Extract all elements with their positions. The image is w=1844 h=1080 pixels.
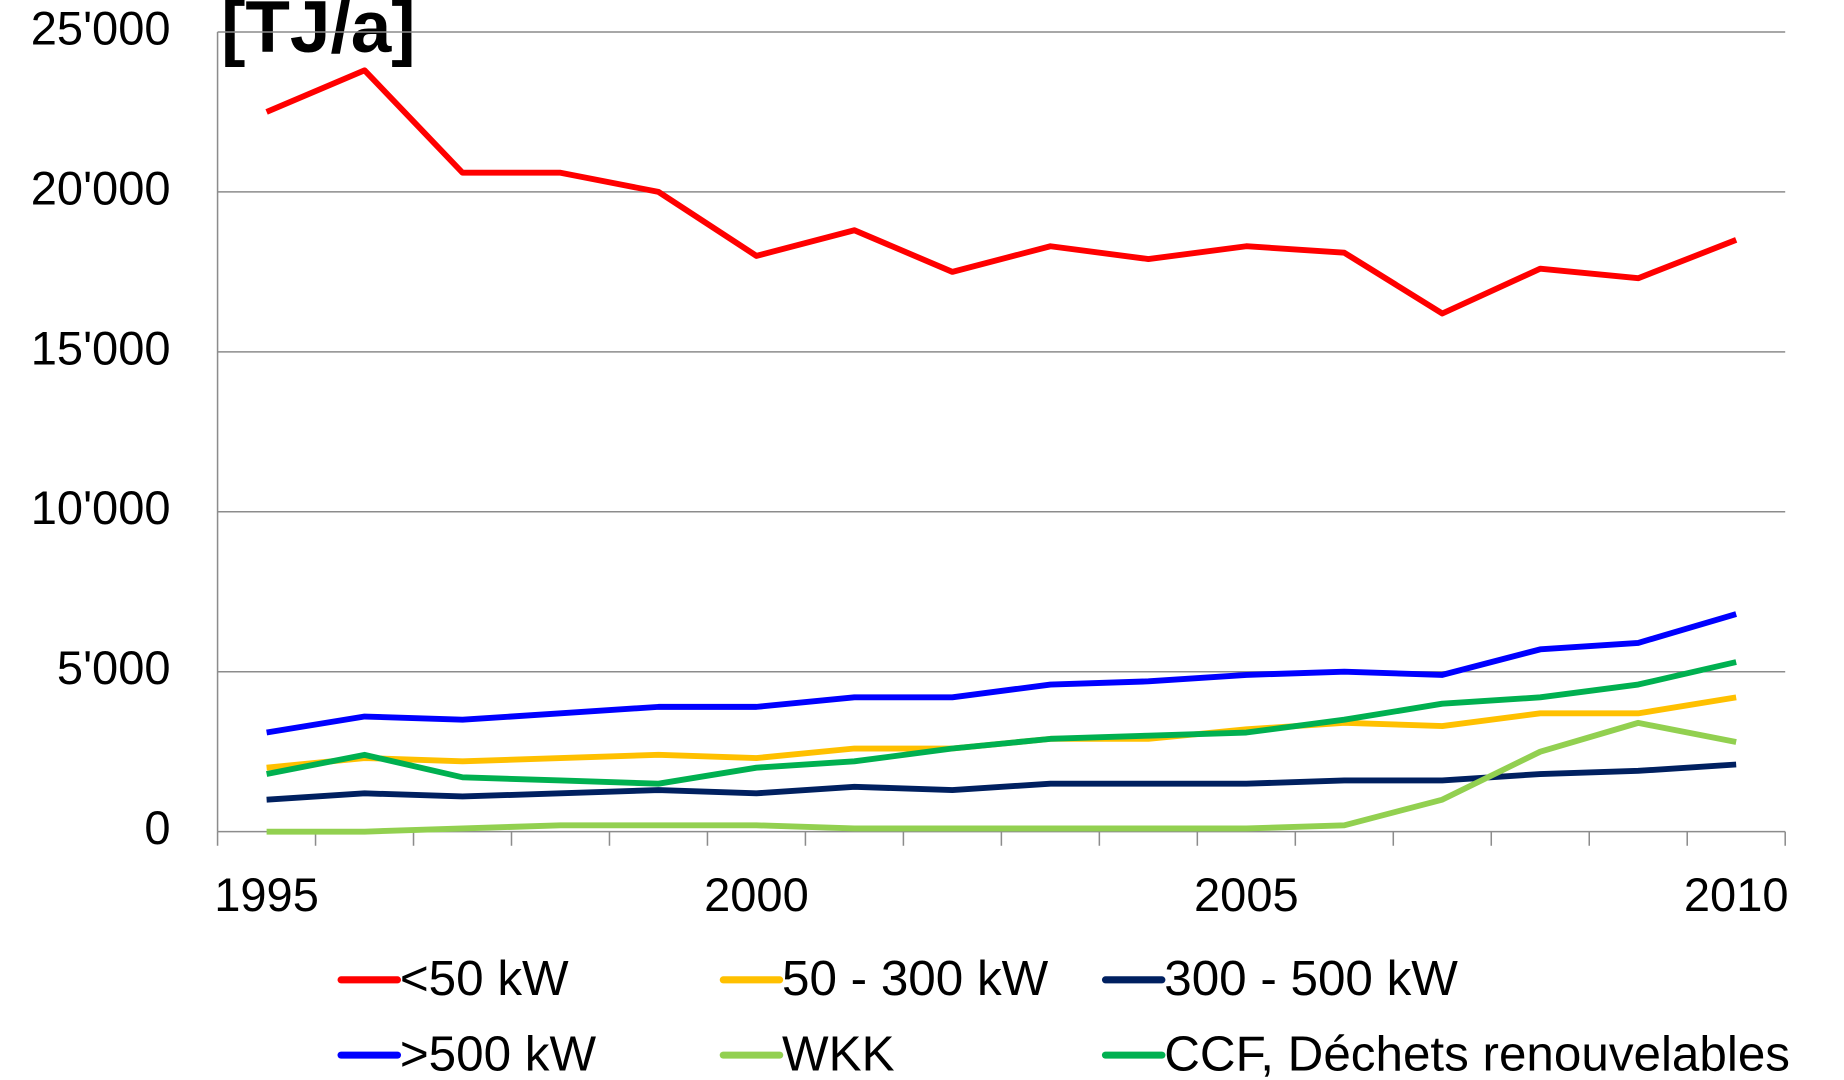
legend-label: WKK [782, 1026, 895, 1080]
y-tick-label: 25'000 [31, 1, 171, 54]
legend-label: CCF, Déchets renouvelables [1164, 1026, 1790, 1080]
data-line [266, 659, 1737, 787]
y-tick-label: 10'000 [31, 481, 171, 534]
chart-title: [TJ/a] [221, 0, 415, 68]
x-tick-label: 1995 [214, 868, 319, 921]
data-line [266, 761, 1737, 803]
y-tick-label: 5'000 [57, 641, 171, 694]
data-line [265, 67, 1738, 317]
legend-label: >500 kW [400, 1026, 597, 1080]
data-line [266, 719, 1737, 835]
y-tick-label: 20'000 [31, 161, 171, 214]
data-line [266, 611, 1737, 736]
x-tick-label: 2005 [1194, 868, 1299, 921]
data-line [266, 694, 1737, 771]
legend-label: 50 - 300 kW [782, 951, 1049, 1006]
legend-label: <50 kW [400, 951, 569, 1006]
y-tick-label: 0 [144, 801, 170, 854]
y-tick-label: 15'000 [31, 321, 171, 374]
x-tick-label: 2010 [1684, 868, 1789, 921]
x-tick-label: 2000 [704, 868, 809, 921]
legend-label: 300 - 500 kW [1164, 951, 1458, 1006]
